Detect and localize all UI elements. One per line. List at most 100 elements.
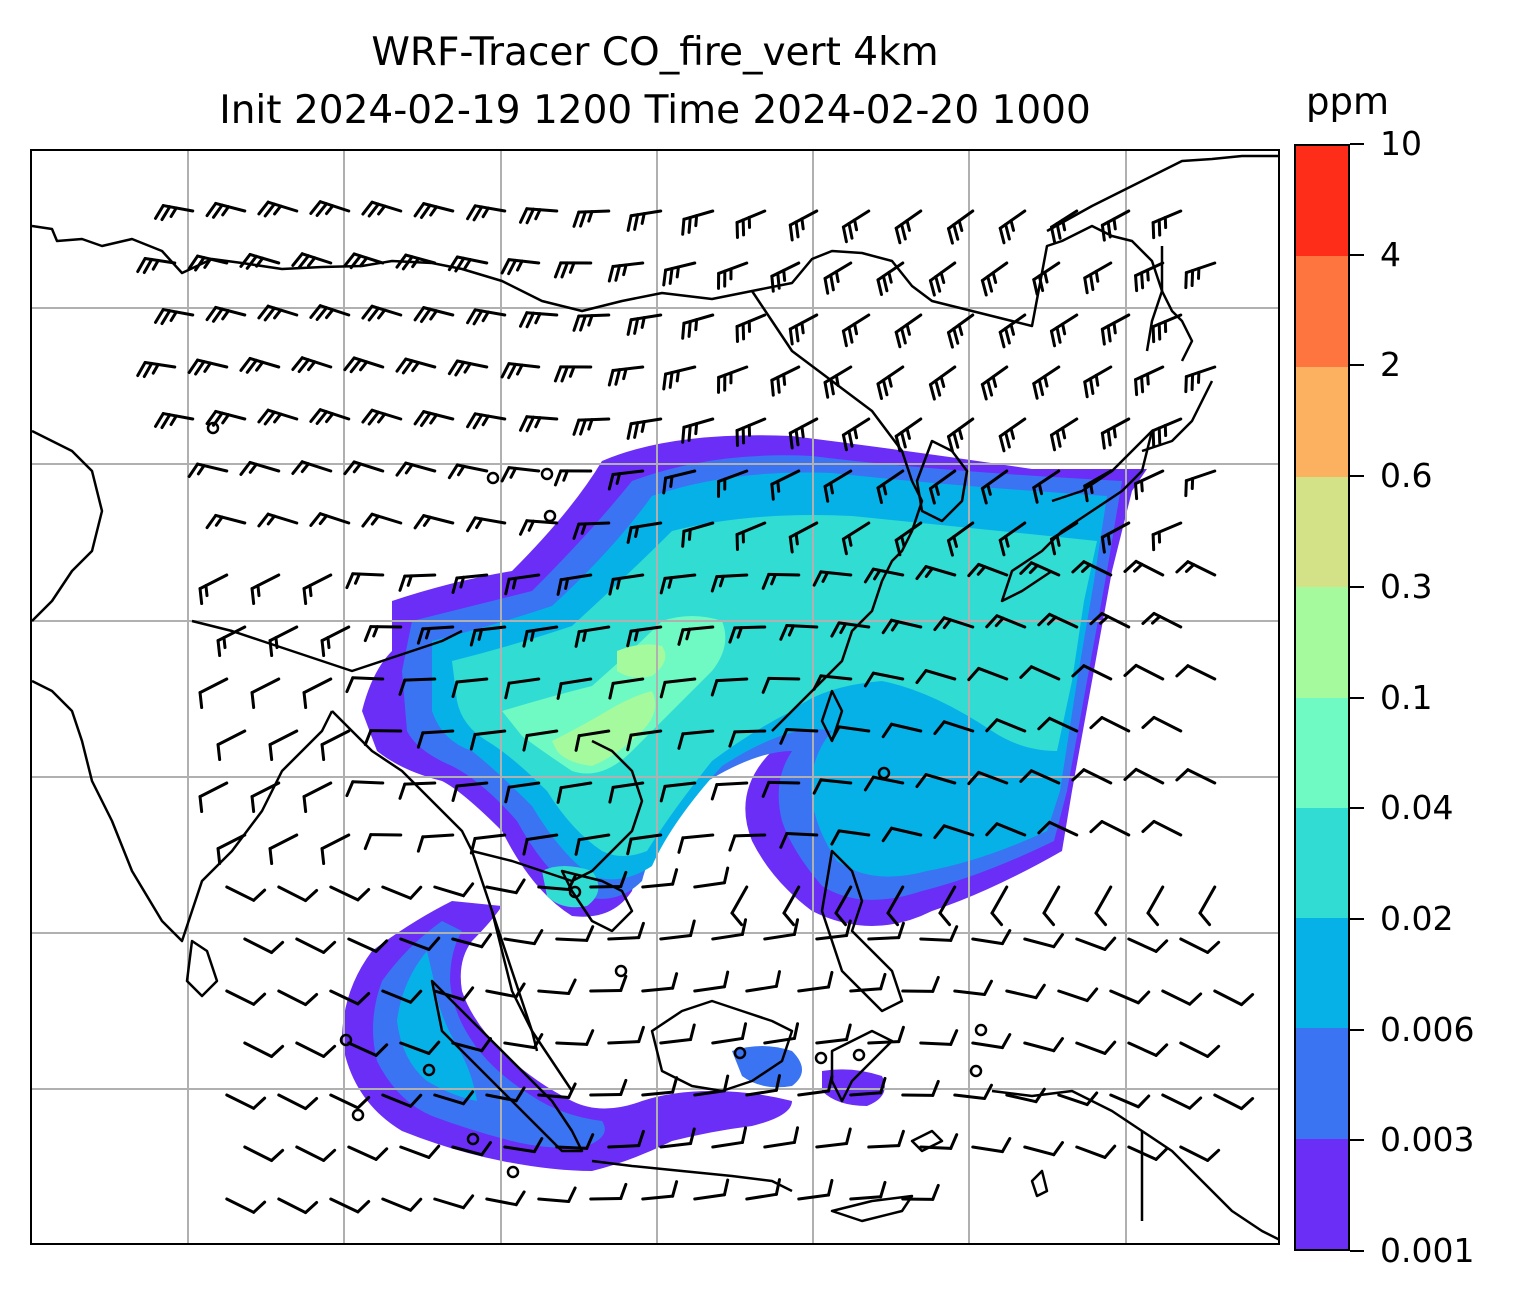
wind-barb-feather bbox=[1055, 326, 1062, 344]
wind-barb-feather bbox=[1141, 715, 1156, 730]
wind-barb-feather bbox=[633, 317, 640, 335]
wind-barb-shaft bbox=[268, 833, 299, 851]
wind-barb-shaft bbox=[733, 833, 767, 838]
wind-barb-feather bbox=[500, 258, 511, 275]
wind-barb-feather bbox=[689, 1023, 696, 1042]
wind-barb-feather bbox=[985, 718, 999, 733]
wind-barb-shaft bbox=[849, 1091, 883, 1097]
wind-barb-feather bbox=[887, 270, 893, 284]
wind-barb-shaft bbox=[537, 885, 571, 891]
wind-barb-feather bbox=[153, 308, 165, 324]
wind-barb-feather bbox=[268, 639, 274, 658]
wind-barb-feather bbox=[782, 911, 796, 927]
wind-barb-feather bbox=[770, 482, 775, 501]
wind-barb-feather bbox=[203, 257, 212, 269]
plume-inner-south bbox=[397, 951, 477, 1101]
wind-barb-feather bbox=[534, 208, 542, 221]
wind-barb-feather bbox=[1052, 933, 1065, 949]
wind-barb-shaft bbox=[225, 989, 256, 1006]
wind-barb-feather bbox=[794, 428, 800, 447]
wind-barb-feather bbox=[1000, 1033, 1012, 1050]
wind-barb-shaft bbox=[867, 1144, 901, 1149]
wind-barb-feather bbox=[939, 271, 946, 284]
wind-barb-feather bbox=[834, 270, 840, 283]
wind-barb-feather bbox=[1141, 611, 1156, 626]
wind-barb-shaft bbox=[681, 833, 715, 840]
wind-barb-shaft bbox=[216, 729, 247, 747]
colorbar-tick bbox=[1350, 475, 1364, 478]
wind-barb-feather bbox=[1175, 560, 1190, 574]
wind-barb-feather bbox=[779, 832, 789, 849]
wind-barb-shaft bbox=[243, 937, 274, 955]
wind-barb-shaft bbox=[867, 1040, 901, 1045]
wind-barb-feather bbox=[1184, 375, 1188, 394]
wind-barb-shaft bbox=[485, 1093, 518, 1103]
wind-barb-feather bbox=[946, 435, 954, 453]
wind-barb-feather bbox=[1206, 940, 1221, 954]
wind-barb-feather bbox=[353, 572, 361, 585]
wind-barb-feather bbox=[675, 265, 680, 279]
wind-barb-feather bbox=[659, 784, 667, 803]
wind-barb-feather bbox=[416, 627, 425, 645]
wind-barb-feather bbox=[409, 1197, 423, 1212]
wind-barb-feather bbox=[881, 722, 894, 739]
wind-barb-feather bbox=[1004, 534, 1010, 548]
wind-barb-feather bbox=[447, 359, 459, 376]
wind-barb-shaft bbox=[1152, 819, 1183, 837]
wind-barb-shaft bbox=[320, 833, 351, 851]
wind-barb-feather bbox=[398, 782, 407, 800]
wind-barb-feather bbox=[774, 1074, 781, 1092]
wind-barb-feather bbox=[205, 305, 218, 322]
wind-barb-feather bbox=[556, 786, 563, 804]
wind-barb-feather bbox=[1083, 276, 1089, 295]
wind-barb-feather bbox=[325, 204, 335, 216]
wind-barb-feather bbox=[607, 472, 615, 491]
wind-barb-feather bbox=[160, 205, 172, 222]
wind-barb-feather bbox=[897, 1129, 905, 1148]
wind-barb-feather bbox=[876, 382, 883, 400]
wind-barb-shaft bbox=[659, 1038, 693, 1045]
wind-barb-feather bbox=[1136, 1094, 1151, 1109]
wind-barb-feather bbox=[518, 415, 529, 432]
wind-barb-feather bbox=[946, 331, 954, 349]
wind-barb-feather bbox=[263, 202, 276, 218]
wind-barb-feather bbox=[1141, 819, 1156, 834]
wind-barb-feather bbox=[905, 323, 911, 336]
wind-barb-feather bbox=[203, 361, 212, 373]
wind-barb-feather bbox=[461, 986, 475, 1002]
wind-barb-feather bbox=[1190, 269, 1195, 288]
plume-patch-east-2 bbox=[822, 1069, 885, 1106]
wind-barb-shaft bbox=[785, 624, 819, 629]
wind-barb-shaft bbox=[537, 989, 571, 995]
wind-barb-shaft bbox=[735, 209, 767, 224]
wind-barb-shaft bbox=[473, 729, 507, 736]
wind-barb-feather bbox=[322, 1148, 337, 1162]
wind-barb-feather bbox=[572, 418, 581, 436]
wind-barb-feather bbox=[894, 538, 902, 557]
wind-barb-shaft bbox=[351, 780, 385, 785]
wind-barb-shaft bbox=[329, 1197, 360, 1214]
wind-barb-feather bbox=[153, 412, 165, 428]
wind-barb-feather bbox=[952, 223, 960, 241]
wind-barb-feather bbox=[268, 847, 274, 866]
colorbar-band bbox=[1296, 918, 1348, 1029]
wind-barb-feather bbox=[1052, 1141, 1065, 1157]
wind-barb-feather bbox=[985, 614, 999, 629]
wind-barb-feather bbox=[957, 323, 964, 337]
wind-barb-feather bbox=[710, 679, 719, 697]
wind-barb-feather bbox=[270, 1044, 285, 1059]
colorbar-band bbox=[1296, 146, 1348, 257]
wind-barb-feather bbox=[694, 318, 699, 332]
wind-barb-feather bbox=[671, 1076, 679, 1094]
wind-barb-feather bbox=[263, 410, 276, 426]
wind-barb-feather bbox=[507, 258, 518, 276]
wind-barb-feather bbox=[787, 624, 795, 637]
wind-barb-feather bbox=[1240, 993, 1255, 1007]
wind-barb-shaft bbox=[381, 1197, 413, 1212]
wind-barb-shaft bbox=[1075, 1145, 1107, 1159]
wind-barb-feather bbox=[1123, 767, 1138, 781]
wind-barb-feather bbox=[556, 578, 563, 596]
wind-barb-shaft bbox=[693, 1193, 726, 1201]
wind-barb-feather bbox=[776, 375, 781, 394]
wind-barb-shaft bbox=[329, 885, 360, 902]
